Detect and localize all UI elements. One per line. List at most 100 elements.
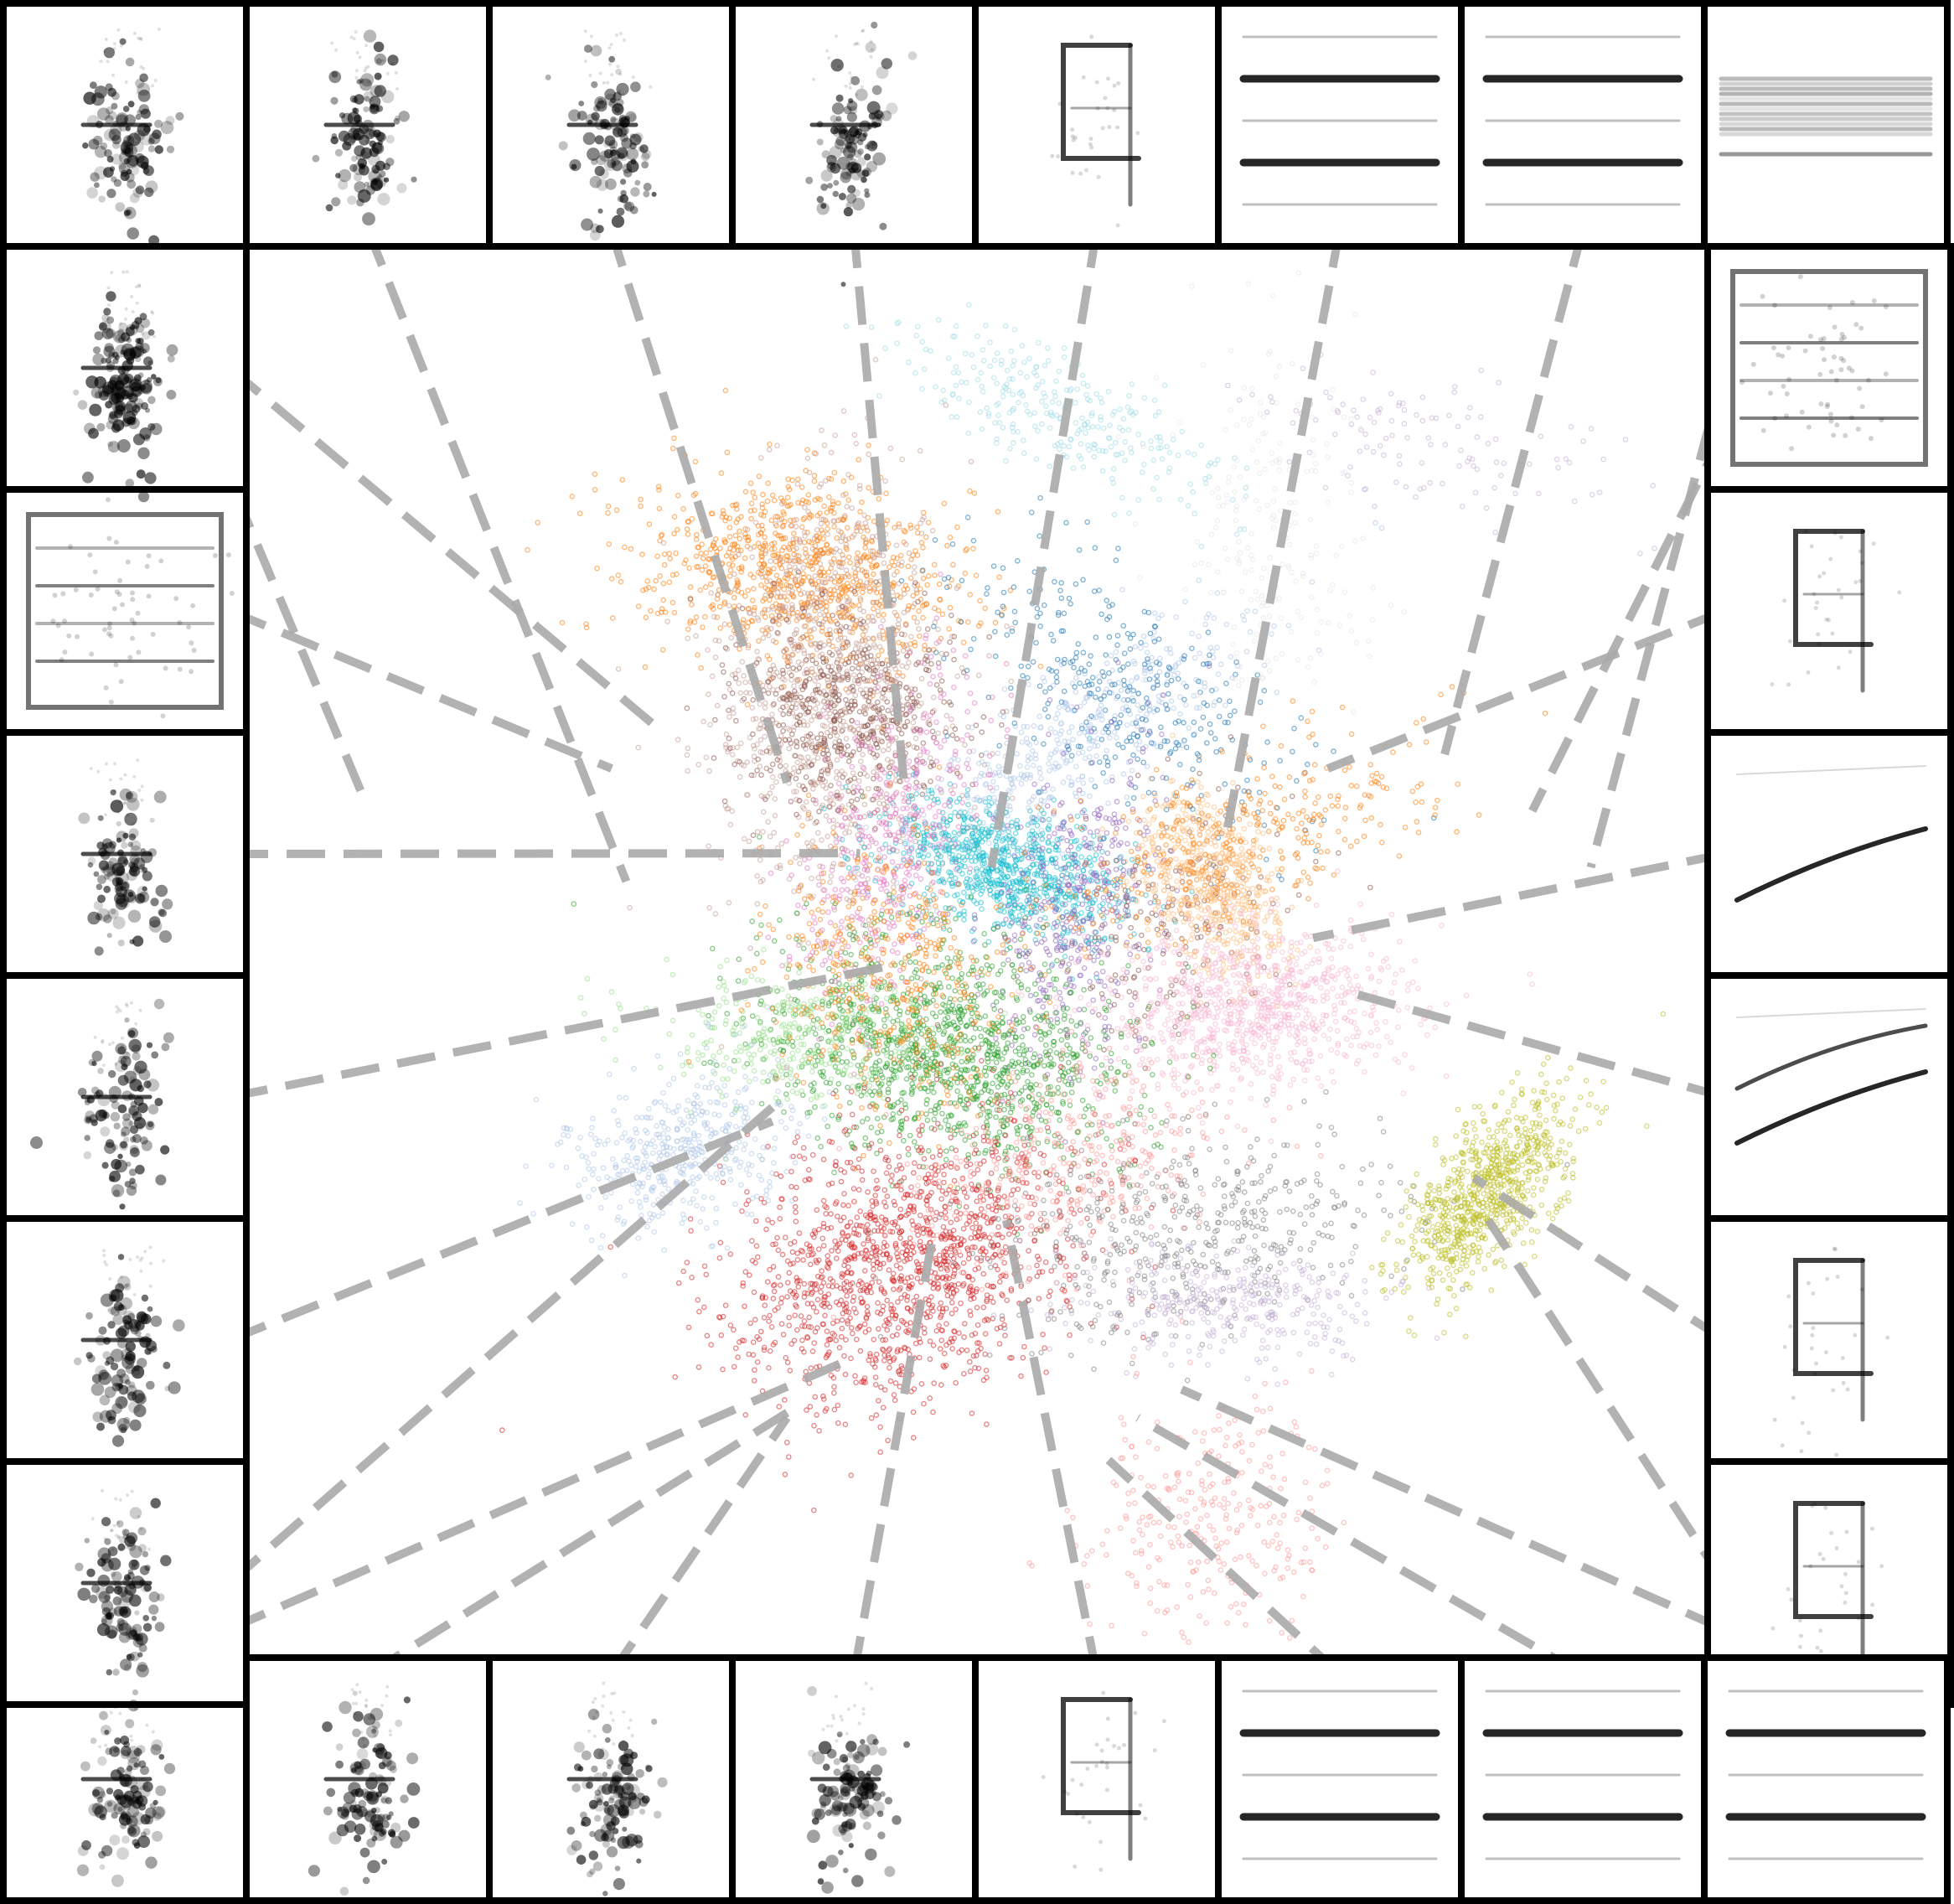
scatter-point: [907, 575, 914, 582]
scatter-point: [860, 525, 866, 530]
scatter-point: [525, 546, 530, 553]
scatter-point: [742, 526, 748, 532]
scatter-point: [831, 510, 837, 516]
scatter-point: [714, 614, 721, 621]
scatter-point: [778, 533, 783, 539]
scatter-point: [722, 387, 729, 394]
scatter-point: [559, 619, 566, 626]
scatter-point: [778, 565, 785, 572]
scatter-point: [737, 547, 744, 554]
scatter-point: [737, 528, 742, 535]
scatter-point: [640, 587, 646, 593]
scatter-point: [613, 507, 620, 514]
scatter-point: [799, 500, 805, 507]
scatter-point: [781, 511, 787, 517]
scatter-point: [982, 605, 988, 612]
scatter-point: [845, 580, 850, 587]
scatter-point: [912, 548, 918, 554]
scatter-point: [772, 546, 778, 552]
scatter-point: [973, 572, 980, 579]
scatter-point: [642, 664, 649, 670]
scatter-point: [825, 569, 832, 576]
scatter-point: [845, 525, 850, 531]
scatter-point: [689, 515, 695, 522]
scatter-point: [852, 573, 858, 579]
scatter-point: [788, 517, 793, 524]
scatter-point: [606, 541, 613, 547]
scatter-point: [692, 458, 699, 465]
scatter-point: [742, 489, 749, 495]
scatter-point: [828, 618, 834, 624]
scatter-point: [738, 589, 745, 596]
scatter-point: [830, 501, 836, 508]
scatter-point: [739, 564, 745, 570]
scatter-point: [660, 597, 667, 603]
scatter-point: [770, 552, 776, 559]
scatter-point: [960, 639, 967, 646]
scatter-point: [751, 574, 757, 581]
scatter-point: [699, 567, 706, 573]
scatter-point: [811, 473, 818, 479]
scatter-point: [662, 609, 669, 615]
scatter-point: [724, 449, 731, 456]
scatter-point: [673, 551, 679, 556]
scatter-point: [866, 613, 871, 620]
scatter-point: [773, 572, 780, 579]
scatter-point: [912, 639, 918, 645]
scatter-point: [717, 625, 723, 631]
scatter-point: [954, 524, 960, 530]
scatter-point: [782, 519, 788, 525]
scatter-point: [845, 554, 852, 561]
scatter-point: [680, 505, 686, 512]
scatter-point: [667, 556, 674, 561]
scatter-point: [910, 592, 917, 599]
scatter-point: [651, 586, 657, 592]
scatter-point: [703, 550, 710, 556]
scatter-point: [871, 571, 876, 577]
scatter-point: [615, 572, 622, 578]
scatter-point: [759, 504, 766, 511]
scatter-points: [499, 270, 1667, 1645]
scatter-point: [697, 587, 704, 593]
scatter-point: [730, 562, 736, 568]
scatter-point: [768, 546, 775, 552]
scatter-point: [657, 573, 663, 579]
scatter-point: [752, 507, 757, 514]
scatter-point: [962, 570, 969, 577]
scatter-point: [751, 586, 757, 592]
scatter-point: [831, 469, 838, 476]
scatter-point: [880, 629, 886, 634]
scatter-point: [722, 518, 728, 524]
scatter-point: [744, 537, 751, 544]
scatter-point: [639, 551, 645, 557]
scatter-point: [656, 487, 662, 493]
scatter-point: [773, 558, 779, 565]
scatter-point: [752, 604, 757, 611]
scatter-point: [901, 527, 907, 534]
scatter-point: [714, 549, 720, 555]
scatter-point: [646, 521, 653, 527]
scatter-point: [666, 579, 673, 586]
scatter-point: [628, 546, 634, 552]
scatter-point: [750, 489, 757, 495]
scatter-point: [920, 614, 926, 621]
scatter-point: [747, 572, 754, 577]
scatter-point: [762, 614, 768, 620]
scatter-point: [907, 525, 914, 531]
scatter-point: [718, 470, 725, 476]
scatter-point: [569, 494, 576, 499]
scatter-point: [1037, 663, 1044, 670]
scatter-point: [707, 546, 714, 552]
scatter-point: [784, 494, 791, 501]
scatter-point: [947, 535, 954, 541]
scatter-point: [803, 558, 809, 564]
scatter-point: [759, 627, 766, 634]
scatter-point: [791, 530, 797, 536]
scatter-point: [781, 587, 788, 592]
scatter-point: [831, 579, 838, 585]
scatter-point: [791, 517, 797, 524]
scatter-point: [654, 553, 661, 560]
